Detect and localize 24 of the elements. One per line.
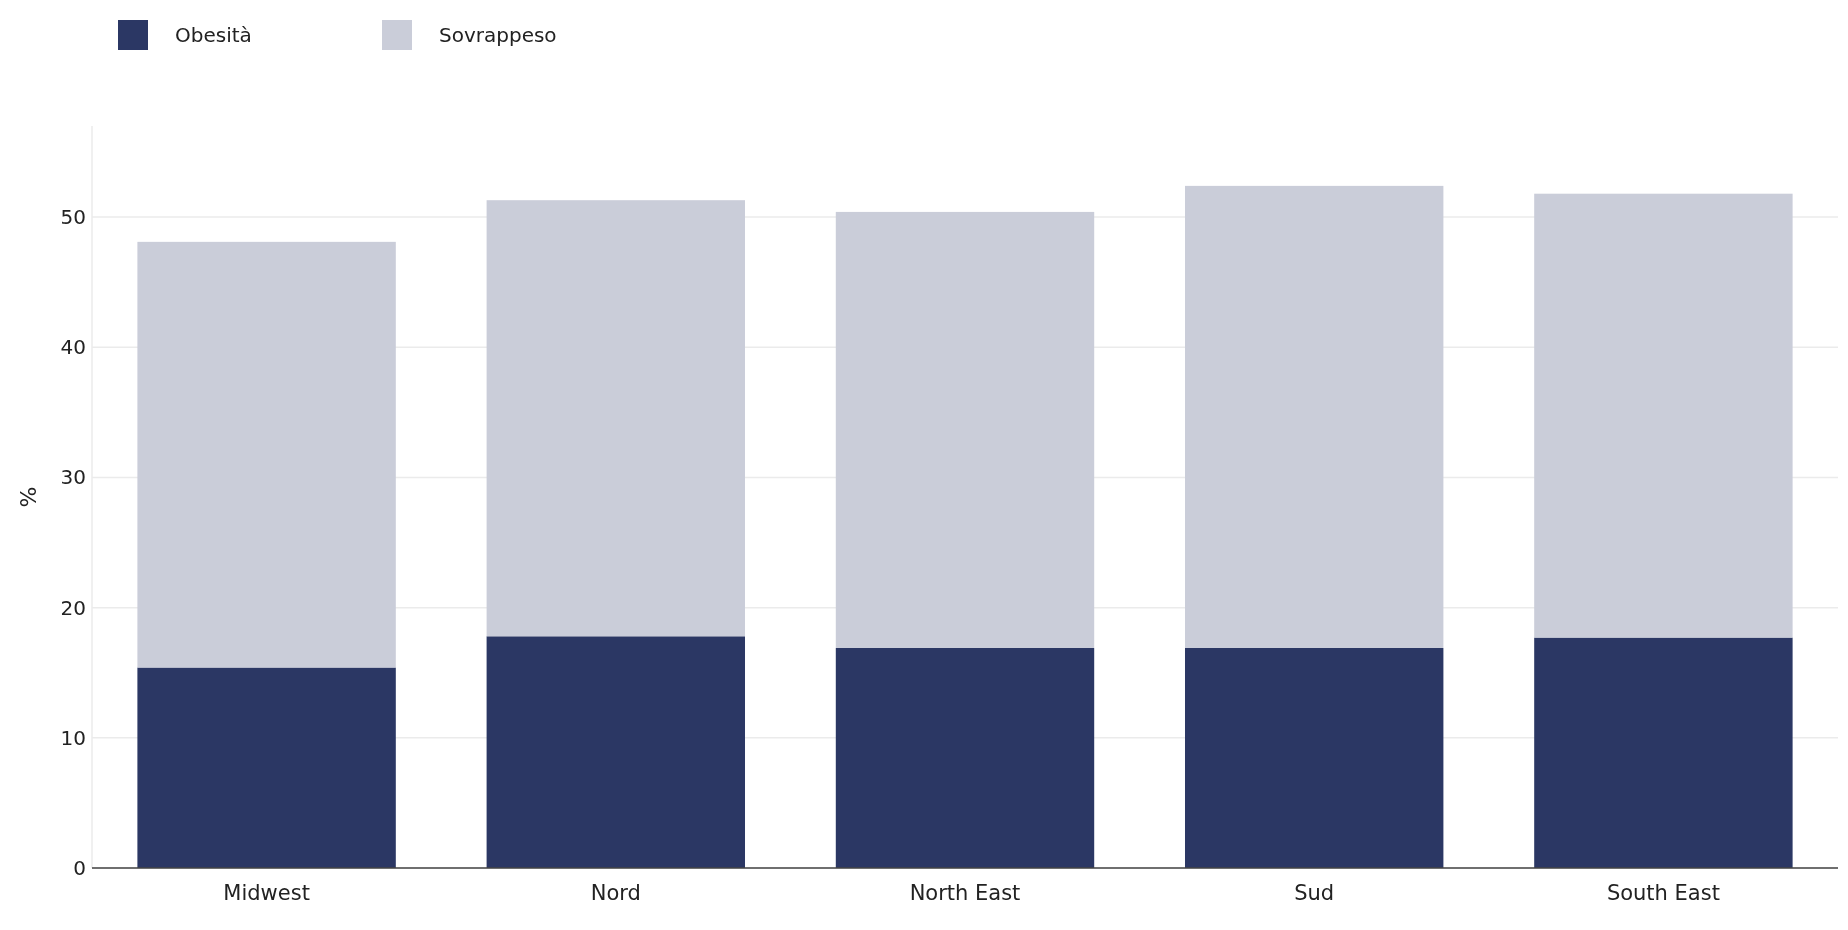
x-tick-label: Midwest — [223, 881, 310, 905]
x-tick-label: Nord — [590, 881, 641, 905]
y-tick-label: 20 — [60, 595, 86, 620]
y-tick-label: 40 — [60, 335, 86, 360]
bar — [835, 648, 1095, 868]
y-tick-label: 30 — [60, 465, 86, 490]
bar — [137, 241, 396, 668]
y-axis-title: % — [16, 486, 41, 508]
bar — [1534, 193, 1793, 638]
bar — [486, 200, 745, 637]
y-tick-label: 0 — [73, 856, 86, 880]
bar — [486, 636, 745, 868]
bar — [137, 667, 396, 868]
bar — [1185, 185, 1444, 648]
bar — [1534, 637, 1793, 868]
legend-label: Sovrappeso — [439, 23, 557, 47]
y-tick-label: 10 — [60, 725, 86, 750]
bar — [1185, 648, 1444, 868]
bar — [835, 211, 1095, 648]
x-tick-label: North East — [909, 881, 1021, 905]
x-tick-label: South East — [1606, 881, 1720, 905]
legend-label: Obesità — [175, 23, 252, 47]
x-tick-label: Sud — [1294, 881, 1335, 905]
y-tick-label: 50 — [60, 205, 86, 230]
